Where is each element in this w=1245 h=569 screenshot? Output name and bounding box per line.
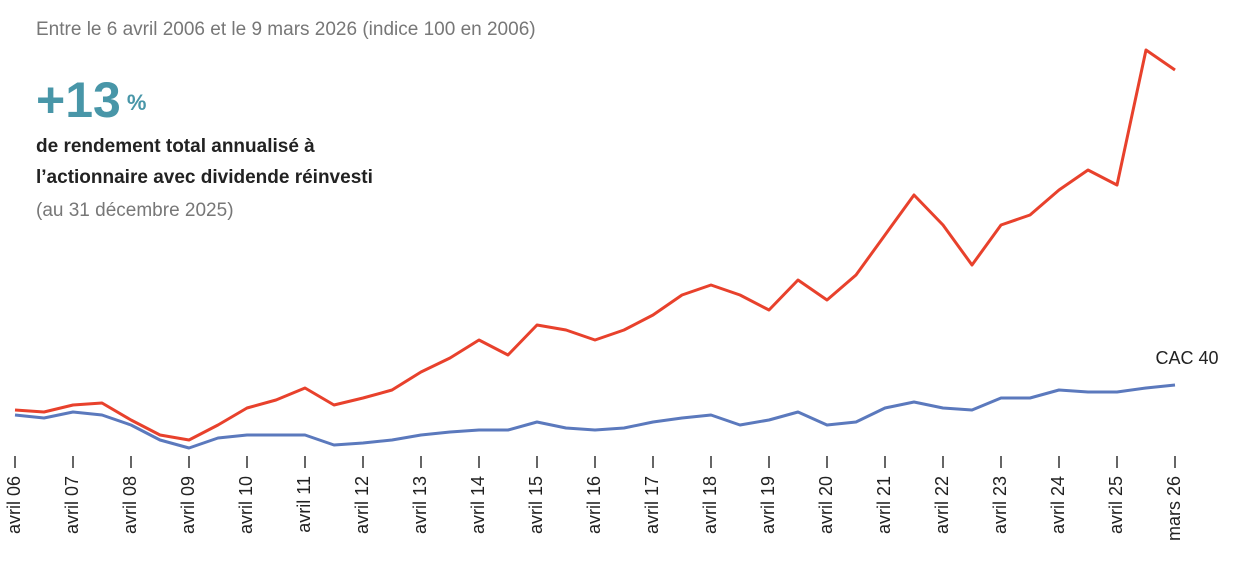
x-tick-label: avril 24: [1048, 476, 1068, 534]
x-tick-label: avril 18: [700, 476, 720, 534]
x-tick-label: avril 23: [990, 476, 1010, 534]
x-tick-label: avril 17: [642, 476, 662, 534]
x-tick-label: avril 08: [120, 476, 140, 534]
x-tick-label: avril 25: [1106, 476, 1126, 534]
x-tick-label: avril 20: [816, 476, 836, 534]
x-tick-label: avril 16: [584, 476, 604, 534]
x-tick-label: avril 22: [932, 476, 952, 534]
x-tick-label: avril 12: [352, 476, 372, 534]
x-tick-label: avril 13: [410, 476, 430, 534]
series-line: [14, 48, 1176, 442]
series-line: [14, 383, 1176, 450]
x-tick-label: avril 10: [236, 476, 256, 534]
annotation: de rendement total annualisé à: [36, 136, 315, 157]
headline-value: +13: [36, 72, 121, 128]
x-tick-label: avril 21: [874, 476, 894, 534]
x-tick-label: mars 26: [1164, 476, 1184, 541]
chart-subtitle: Entre le 6 avril 2006 et le 9 mars 2026 …: [36, 19, 536, 40]
annotation: l’actionnaire avec dividende réinvesti: [36, 167, 373, 188]
x-tick-label: avril 14: [468, 476, 488, 534]
x-tick-label: avril 07: [62, 476, 82, 534]
x-tick-label: avril 15: [526, 476, 546, 534]
headline-unit: %: [127, 90, 147, 115]
x-tick-label: avril 09: [178, 476, 198, 534]
annotation-note: (au 31 décembre 2025): [36, 200, 234, 221]
legend-label: CAC 40: [1155, 348, 1218, 368]
headline: +13%: [36, 72, 146, 128]
x-tick-label: avril 06: [4, 476, 24, 534]
x-tick-label: avril 19: [758, 476, 778, 534]
x-tick-label: avril 11: [294, 476, 314, 533]
